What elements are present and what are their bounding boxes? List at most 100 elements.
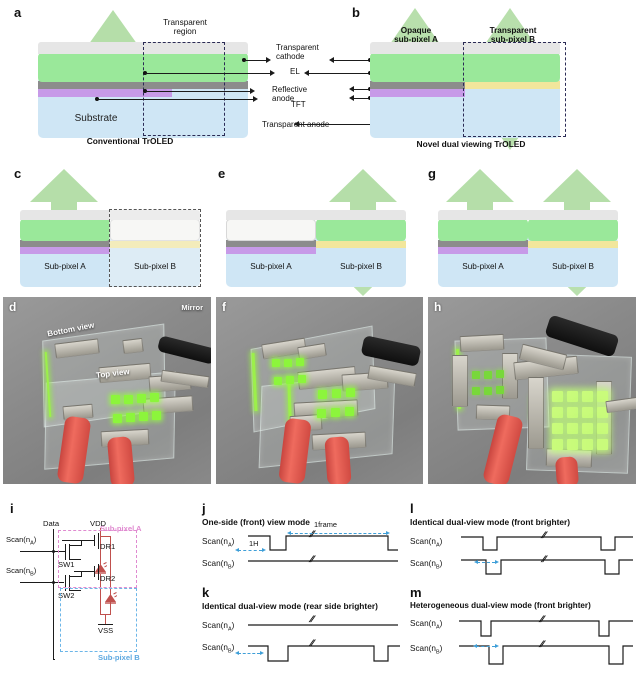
f-red-wire-2 — [324, 436, 352, 484]
h-pixel-large — [567, 423, 578, 434]
k-waveform-b — [248, 638, 400, 671]
g-label-subpixel-a: Sub-pixel A — [462, 262, 504, 271]
panel-b-letter: b — [352, 5, 360, 20]
h-pixel-small — [496, 370, 504, 378]
layer-tft-b — [370, 88, 465, 97]
c-transparent-anode — [110, 241, 200, 248]
c-label-subpixel-a: Sub-pixel A — [44, 262, 86, 271]
j-1h-span — [238, 550, 262, 551]
layer-transparent-cathode-b — [370, 42, 560, 54]
i-subpixel-a-box — [58, 530, 137, 588]
m-shift-arrow-left — [473, 644, 477, 648]
j-label-frame: 1frame — [314, 520, 338, 529]
g-el-a — [438, 219, 528, 241]
h-pixel-small — [496, 386, 504, 394]
j-frame-arrow-left — [287, 531, 291, 535]
f-pixel — [318, 390, 327, 399]
c-subpixel-b-box — [109, 209, 201, 287]
d-pixel — [113, 414, 122, 423]
g-tft — [438, 247, 528, 254]
m-waveform-b — [459, 640, 633, 673]
leader-line-ranode — [145, 91, 250, 92]
i-oled-b — [104, 592, 117, 606]
panel-c-letter: c — [14, 166, 22, 181]
i-sw2-gate-bar — [65, 575, 67, 591]
i-scan-b-rail — [20, 582, 64, 584]
i-sw1-source — [69, 559, 81, 561]
panel-a: a Transparent region Substrate — [0, 0, 330, 158]
l-shift-span — [477, 562, 495, 563]
e-el-off — [226, 219, 316, 241]
f-pixel — [284, 359, 292, 367]
i-sw1-drain — [69, 545, 81, 547]
m-shift-arrow-right — [495, 644, 499, 648]
e-el-active — [316, 219, 406, 241]
i-sw2-drain — [69, 576, 81, 578]
i-oled-b-bot — [110, 604, 112, 614]
c-reflective-anode — [20, 240, 110, 247]
i-dr1-channel — [98, 533, 100, 549]
f-pixel — [345, 407, 354, 416]
i-data-bottom — [53, 659, 55, 661]
h-clip-1 — [459, 333, 505, 353]
d-pixel — [152, 411, 161, 420]
i-label-data: Data — [43, 519, 60, 528]
h-pixel-large — [597, 439, 608, 450]
panel-j: j One-side (front) view mode Scan(nA) Sc… — [196, 496, 408, 586]
i-vdd-rail — [110, 536, 112, 614]
i-sw1-top — [62, 540, 82, 542]
i-label-vss: VSS — [98, 626, 114, 635]
panel-c-arrow-up — [28, 168, 100, 220]
panel-m: m Heterogeneous dual-view mode (front br… — [404, 586, 639, 677]
i-node-data-a — [52, 550, 55, 553]
e-cathode — [226, 210, 406, 220]
k-row1-label: Scan(nA) — [202, 621, 235, 633]
panel-f-letter: f — [222, 300, 226, 314]
i-sw1-gate-tap — [64, 551, 66, 553]
l-row1-label: Scan(nA) — [410, 537, 443, 549]
panel-e-letter: e — [218, 166, 226, 181]
d-pixel — [150, 393, 159, 402]
stack-g — [438, 209, 618, 287]
g-label-subpixel-b: Sub-pixel B — [552, 262, 594, 271]
layer-el-b — [370, 53, 560, 82]
i-label-scan-b: Scan(nB) — [6, 566, 37, 578]
label-tft: TFT — [291, 100, 306, 109]
h-pixel-large — [597, 391, 608, 402]
l-shift-arrow-right — [495, 560, 499, 564]
panel-l: l Identical dual-view mode (front bright… — [404, 496, 639, 586]
h-pixel-large — [552, 407, 563, 418]
i-subpixel-b-box — [60, 588, 137, 652]
transparent-region-label: Transparent region — [163, 18, 207, 37]
incoming-arrow-ranode — [349, 86, 354, 92]
label-reflective-anode: Reflective anode — [272, 85, 308, 103]
incoming-line-ranode — [354, 89, 370, 90]
k-row2-label: Scan(nB) — [202, 643, 235, 655]
h-pixel-large — [552, 439, 563, 450]
panel-k: k Identical dual-view mode (rear side br… — [196, 586, 402, 677]
i-dr1-gate-line — [82, 540, 94, 542]
panel-m-title: Heterogeneous dual-view mode (front brig… — [410, 601, 591, 610]
j-frame-arrow-right — [386, 531, 390, 535]
i-sw1-channel — [69, 544, 71, 560]
c-tft — [20, 247, 110, 254]
k-1h-arrow-right — [260, 651, 264, 655]
l-waveform-b — [461, 554, 633, 583]
i-label-subpixel-a: Sub-pixel A — [100, 524, 142, 533]
i-vss-stem — [105, 614, 107, 624]
i-dr2-channel — [98, 564, 100, 580]
d-mirror-label: Mirror — [181, 303, 203, 312]
h-pixel-small — [472, 387, 480, 395]
troled-stack-b — [370, 40, 560, 138]
d-red-wire-2 — [106, 436, 136, 484]
f-pixel — [331, 408, 340, 417]
subpixel-a-title: Opaque sub-pixel A — [394, 26, 438, 45]
i-label-sw2: SW2 — [58, 591, 75, 600]
panel-h-letter: h — [434, 300, 442, 314]
panel-g: g Sub-pixel A Sub-pixel B — [420, 165, 639, 296]
i-sw1-up — [81, 540, 83, 546]
leader-arrow-cathode — [266, 57, 271, 63]
h-pixel-large — [582, 423, 593, 434]
i-oled-a-top — [100, 564, 102, 566]
incoming-arrow-cathode — [329, 57, 334, 63]
